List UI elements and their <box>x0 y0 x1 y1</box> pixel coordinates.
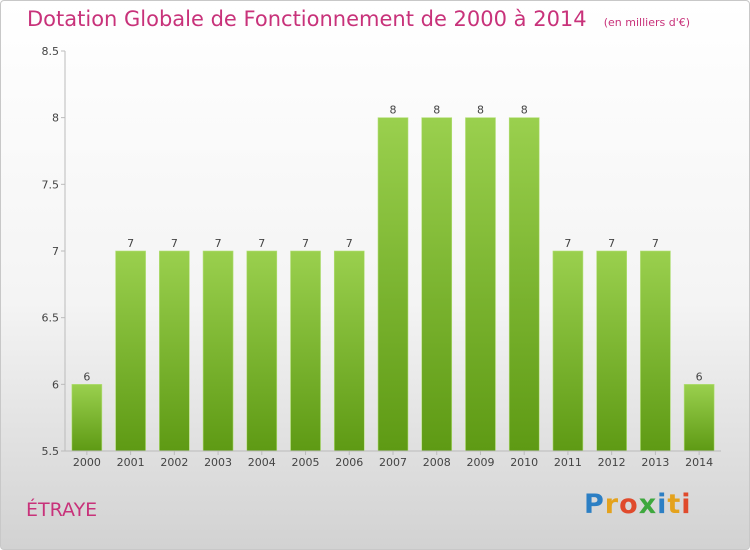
data-label-2007: 8 <box>390 104 397 117</box>
x-tick-label: 2007 <box>379 456 407 469</box>
logo-letter: i <box>681 489 692 520</box>
data-label-2002: 7 <box>171 237 178 250</box>
bar-2010 <box>508 117 540 452</box>
data-label-2006: 7 <box>346 237 353 250</box>
data-label-2000: 6 <box>83 370 90 383</box>
chart-title: Dotation Globale de Fonctionnement de 20… <box>27 7 587 31</box>
x-tick-label: 2004 <box>248 456 276 469</box>
x-tick-label: 2014 <box>685 456 713 469</box>
data-label-2010: 8 <box>521 104 528 117</box>
bar-2012 <box>596 250 627 452</box>
y-tick-label: 8.5 <box>42 45 60 58</box>
x-tick-label: 2005 <box>292 456 320 469</box>
logo-letter: P <box>584 489 605 520</box>
logo-letter: r <box>604 489 620 520</box>
bar-2004 <box>246 250 278 452</box>
chart-subtitle: (en milliers d'€) <box>603 16 691 29</box>
commune-name: ÉTRAYE <box>26 499 98 521</box>
logo-letter: t <box>667 489 682 520</box>
x-tick-label: 2011 <box>554 456 582 469</box>
y-tick-label: 7.5 <box>42 178 60 191</box>
logo-letter: x <box>638 489 658 520</box>
x-axis: 2000 2001 2002 2003 2004 2005 2006 2007 2008 2009… <box>65 450 721 469</box>
bar-2001 <box>115 250 146 452</box>
x-tick-label: 2012 <box>598 456 626 469</box>
data-label-2009: 8 <box>477 104 484 117</box>
data-label-2001: 7 <box>127 237 134 250</box>
title-row: Dotation Globale de Fonctionnement de 20… <box>27 7 690 31</box>
data-label-2008: 8 <box>433 104 440 117</box>
x-tick-label: 2008 <box>423 456 451 469</box>
data-label-2014: 6 <box>696 370 703 383</box>
bar-2008 <box>421 117 453 452</box>
y-tick-label: 5.5 <box>42 445 60 458</box>
x-tick-label: 2003 <box>204 456 232 469</box>
bar-2002 <box>159 250 190 452</box>
x-tick-label: 2010 <box>510 456 538 469</box>
logo-letter: o <box>619 489 639 520</box>
proxiti-logo[interactable]: Proxiti <box>584 489 692 520</box>
data-label-2013: 7 <box>652 237 659 250</box>
bar-2014 <box>683 384 715 452</box>
y-tick-label: 7 <box>52 245 59 258</box>
data-label-2004: 7 <box>258 237 265 250</box>
x-tick-label: 2013 <box>641 456 669 469</box>
x-tick-label: 2009 <box>466 456 494 469</box>
x-tick-label: 2002 <box>160 456 188 469</box>
y-tick-label: 6 <box>52 378 59 391</box>
bar-2000 <box>71 384 103 452</box>
bar-2009 <box>465 117 496 452</box>
x-tick-label: 2001 <box>117 456 145 469</box>
y-tick-label: 6.5 <box>42 312 60 325</box>
y-tick-label: 8 <box>52 112 59 125</box>
bar-2003 <box>202 250 234 452</box>
data-label-2005: 7 <box>302 237 309 250</box>
y-axis: 5.5 6 6.5 7 7.5 8 8.5 <box>42 45 66 458</box>
bar-2013 <box>640 250 671 452</box>
bars: 6 7 7 7 7 7 7 8 8 8 8 7 7 7 6 <box>71 104 715 452</box>
logo-letter: i <box>657 489 668 520</box>
data-label-2011: 7 <box>564 237 571 250</box>
data-label-2012: 7 <box>608 237 615 250</box>
bar-2007 <box>377 117 409 452</box>
bar-2005 <box>290 250 321 452</box>
bar-2011 <box>552 250 584 452</box>
x-tick-label: 2006 <box>335 456 363 469</box>
data-label-2003: 7 <box>215 237 222 250</box>
x-tick-label: 2000 <box>73 456 101 469</box>
bar-2006 <box>333 250 365 452</box>
